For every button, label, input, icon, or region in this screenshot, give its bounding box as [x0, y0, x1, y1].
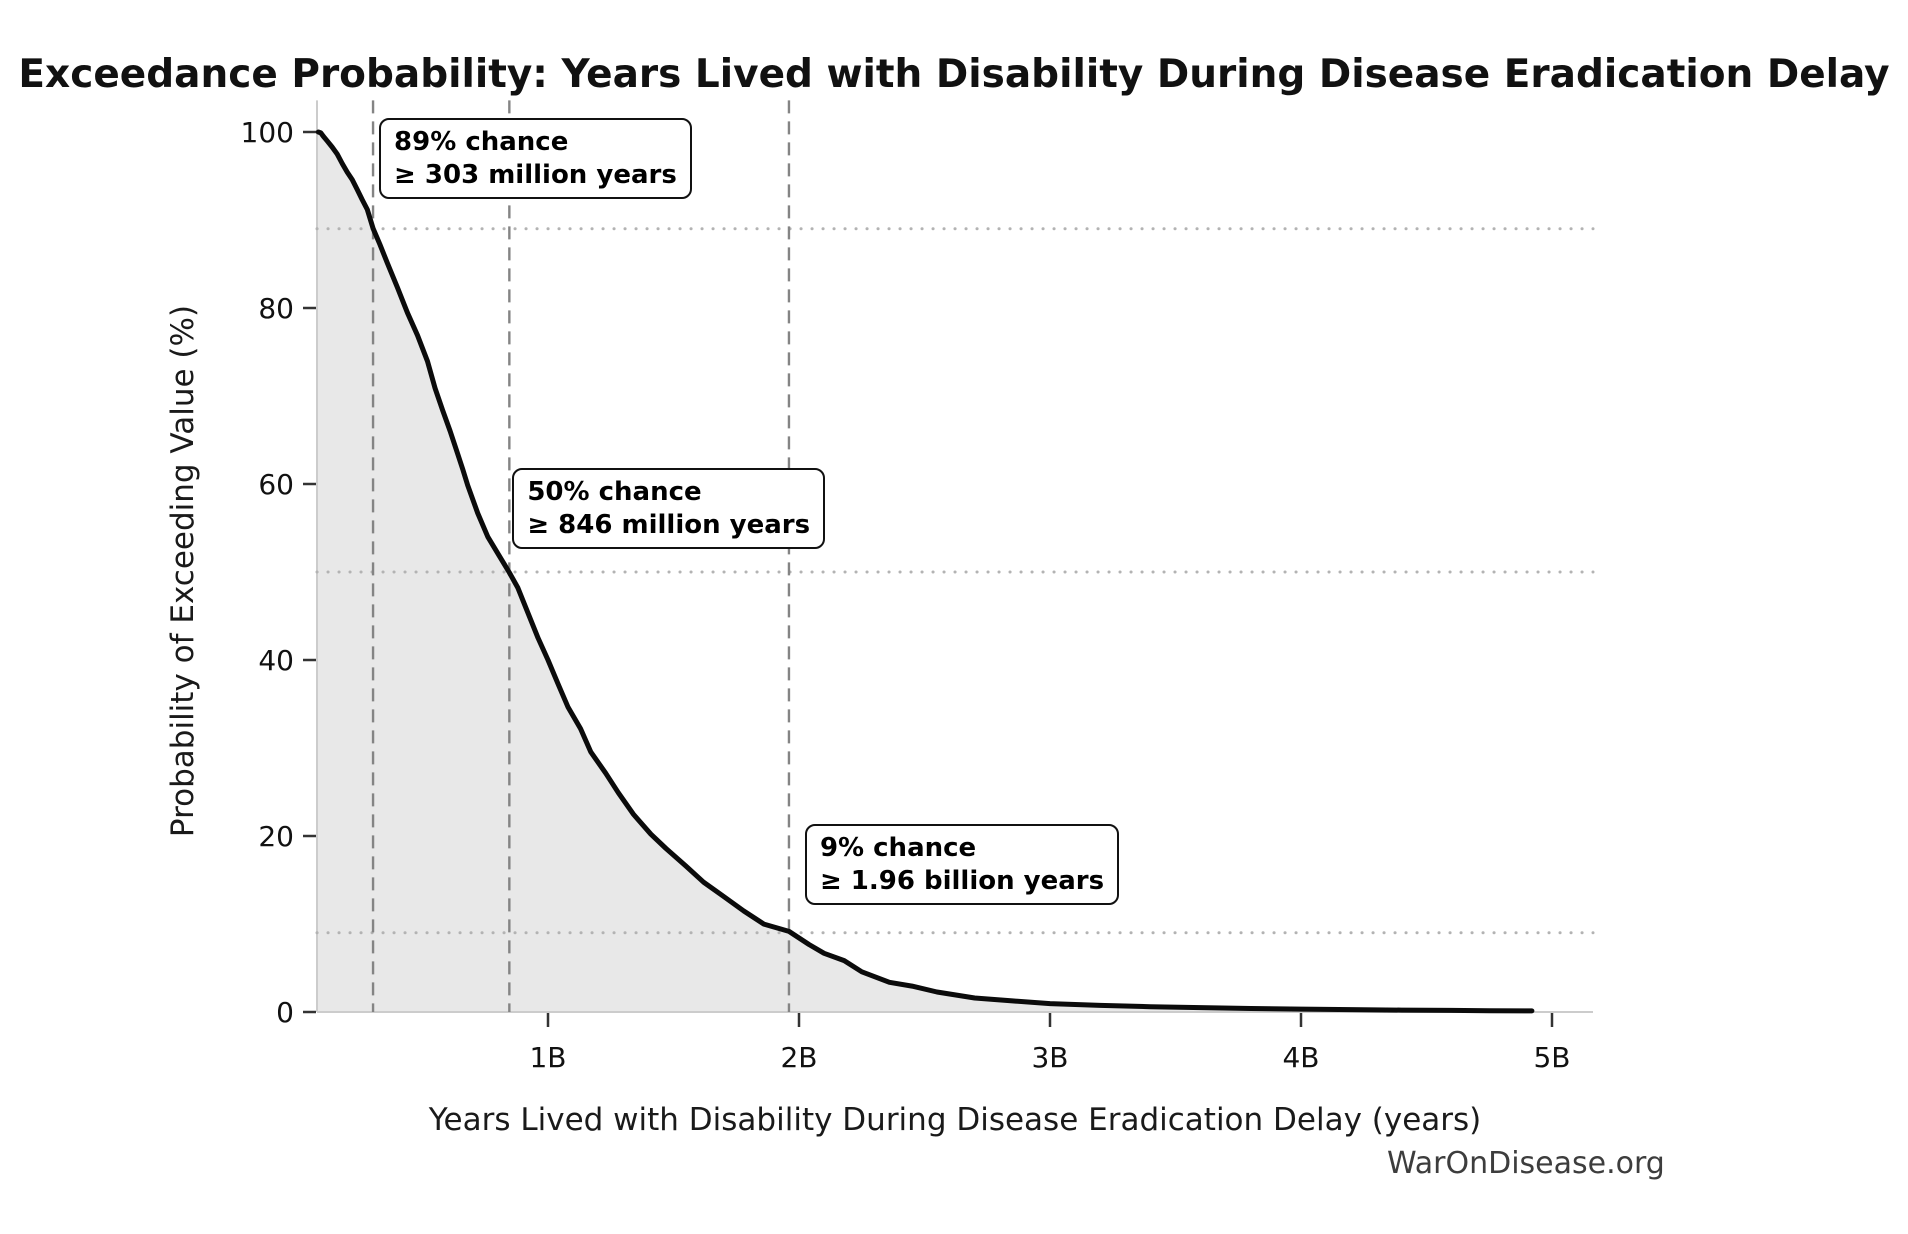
y-tick-label: 60 [258, 468, 294, 501]
annotation-50-percent: 50% chance ≥ 846 million years [512, 468, 826, 549]
annotation-line2: ≥ 846 million years [527, 509, 811, 540]
x-tick-label: 2B [780, 1041, 817, 1074]
x-tick-label: 3B [1031, 1041, 1068, 1074]
x-tick-label: 5B [1533, 1041, 1570, 1074]
annotation-line2: ≥ 1.96 billion years [819, 865, 1105, 896]
area-fill [317, 132, 1532, 1012]
annotation-line2: ≥ 303 million years [394, 159, 677, 190]
chart-title: Exceedance Probability: Years Lived with… [18, 52, 1890, 97]
y-tick-label: 40 [258, 644, 294, 677]
y-tick-label: 80 [258, 292, 294, 325]
y-tick-label: 100 [241, 116, 294, 149]
annotation-89-percent: 89% chance ≥ 303 million years [379, 118, 692, 199]
annotation-line1: 50% chance [527, 477, 702, 507]
x-tick-label: 1B [529, 1041, 566, 1074]
y-tick-label: 20 [258, 820, 294, 853]
annotation-line1: 89% chance [394, 127, 569, 157]
exceedance-curve [315, 129, 1535, 1014]
annotation-line1: 9% chance [819, 833, 977, 863]
annotation-9-percent: 9% chance ≥ 1.96 billion years [804, 824, 1120, 905]
y-tick-label: 0 [276, 996, 294, 1029]
attribution-text: WarOnDisease.org [1387, 1146, 1665, 1181]
x-tick-label: 4B [1282, 1041, 1319, 1074]
y-axis-label: Probability of Exceeding Value (%) [165, 304, 201, 838]
x-axis-label: Years Lived with Disability During Disea… [428, 1102, 1482, 1138]
